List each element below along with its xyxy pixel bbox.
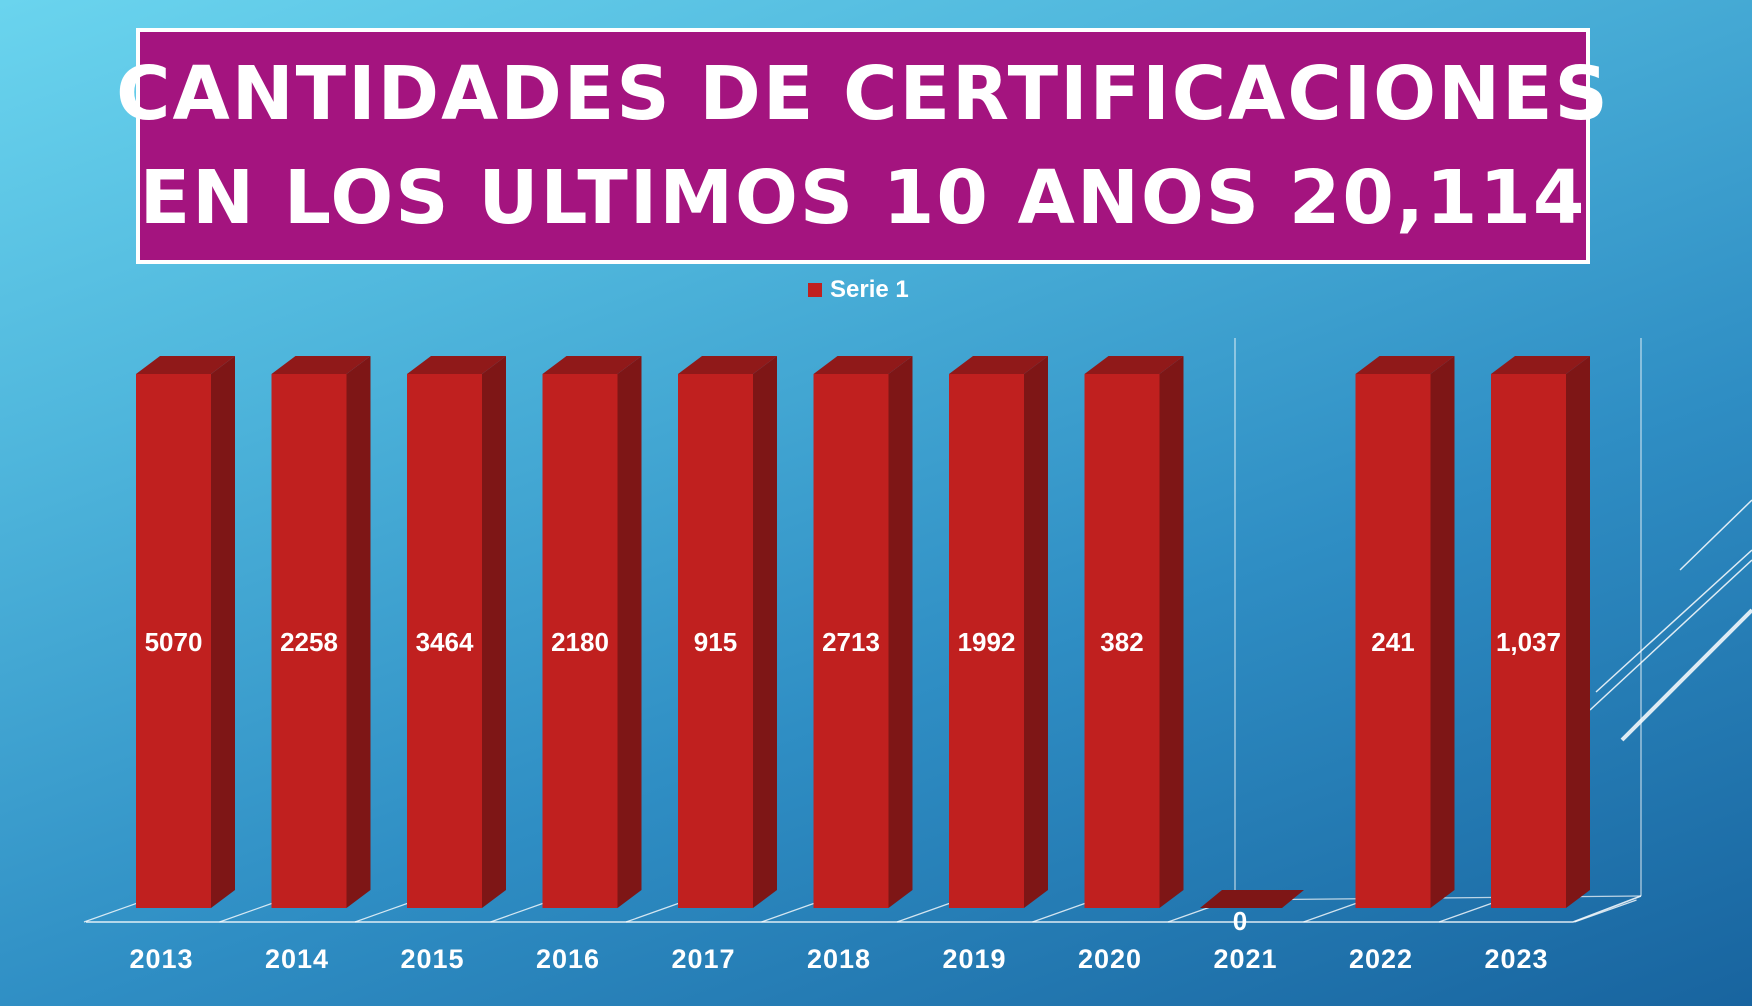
bar-side-2019 [1024,356,1048,908]
floor-divider [896,899,960,923]
bar-front-2019 [949,374,1024,908]
decorative-diagonal-line [1679,499,1752,571]
bar-side-2013 [211,356,235,908]
bar-2021 [1200,890,1304,908]
data-label-2016: 2180 [551,627,609,657]
floor-front-edge [86,895,1642,923]
floor-divider [83,899,147,923]
data-label-2017: 915 [694,627,737,657]
bar-front-2020 [1084,374,1160,908]
data-label-2013: 5070 [145,627,203,657]
legend-label-serie-1: Serie 1 [830,276,909,303]
data-label-2018: 2713 [822,627,880,657]
decorative-lines [1589,499,1752,742]
bar-side-2022 [1430,356,1455,908]
floor-divider [761,899,824,923]
bar-2022 [1355,356,1455,908]
bar-front-2013 [136,374,211,908]
floor-divider [1438,899,1502,923]
bar-flat-2021 [1200,890,1304,908]
x-tick-2021: 2021 [1213,944,1277,974]
bar-front-2014 [271,374,347,908]
bar-2023 [1491,356,1590,908]
bar-side-2020 [1159,356,1184,908]
bar-top-2023 [1491,356,1590,374]
floor-divider [1574,899,1637,923]
floor-divider [625,899,689,923]
floor-divider [490,899,553,923]
x-tick-2022: 2022 [1349,944,1413,974]
bars-group [136,356,1590,908]
bar-side-2018 [888,356,913,908]
x-tick-2019: 2019 [942,944,1006,974]
bar-front-2022 [1355,374,1431,908]
bar-top-2016 [542,356,642,374]
x-tick-2023: 2023 [1484,944,1548,974]
bar-side-2023 [1566,356,1590,908]
bar-2020 [1084,356,1184,908]
decorative-diagonal-line [1595,549,1752,693]
bar-top-2017 [678,356,777,374]
bar-front-2015 [407,374,482,908]
floor-divider [1032,899,1095,923]
data-label-2022: 241 [1371,627,1414,657]
data-label-2023: 1,037 [1496,627,1561,657]
data-label-2014: 2258 [280,627,338,657]
chart-title-box: CANTIDADES DE CERTIFICACIONES EN LOS ULT… [116,28,1608,264]
bar-side-2014 [346,356,371,908]
bar-top-2019 [949,356,1048,374]
legend-swatch-serie-1 [808,283,822,297]
bar-top-2018 [813,356,913,374]
bar-top-2013 [136,356,235,374]
bar-side-2015 [482,356,506,908]
bar-top-2014 [271,356,371,374]
bar-2016 [542,356,642,908]
x-tick-2013: 2013 [129,944,193,974]
bar-top-2020 [1084,356,1184,374]
x-tick-2017: 2017 [671,944,735,974]
chart-title-line-2: EN LOS ULTIMOS 10 ANOS 20,114 [139,155,1587,241]
bar-top-2015 [407,356,506,374]
bar-side-2016 [617,356,642,908]
bar-2014 [271,356,371,908]
bar-front-2018 [813,374,889,908]
data-label-2015: 3464 [416,627,474,657]
data-label-2019: 1992 [958,627,1016,657]
decorative-diagonal-line [1589,559,1752,711]
floor-divider [1303,899,1366,923]
chart-legend: Serie 1 [808,276,909,304]
data-label-2021: 0 [1233,906,1247,936]
x-tick-2015: 2015 [400,944,464,974]
x-axis-ticks-group: 2013 2014 2015 2016 2017 2018 2019 2020 2021 2022… [129,944,1548,974]
bar-2013 [136,356,235,908]
x-tick-2016: 2016 [536,944,600,974]
floor-divider [219,899,282,923]
x-tick-2018: 2018 [807,944,871,974]
bar-2015 [407,356,506,908]
bar-2019 [949,356,1048,908]
x-tick-2020: 2020 [1078,944,1142,974]
bar-2018 [813,356,913,908]
chart-title-line-1: CANTIDADES DE CERTIFICACIONES [116,51,1610,137]
decorative-diagonal-line [1620,608,1752,742]
bar-front-2016 [542,374,618,908]
x-tick-2014: 2014 [265,944,329,974]
bar-2017 [678,356,777,908]
floor-divider [354,899,418,923]
bar-side-2017 [753,356,777,908]
data-labels-group: 5070 2258 3464 2180 915 2713 1992 382 0 241 1,037 [145,627,1561,936]
bar-front-2017 [678,374,753,908]
data-label-2020: 382 [1100,627,1143,657]
bar-top-2022 [1355,356,1455,374]
bar-front-2023 [1491,374,1566,908]
